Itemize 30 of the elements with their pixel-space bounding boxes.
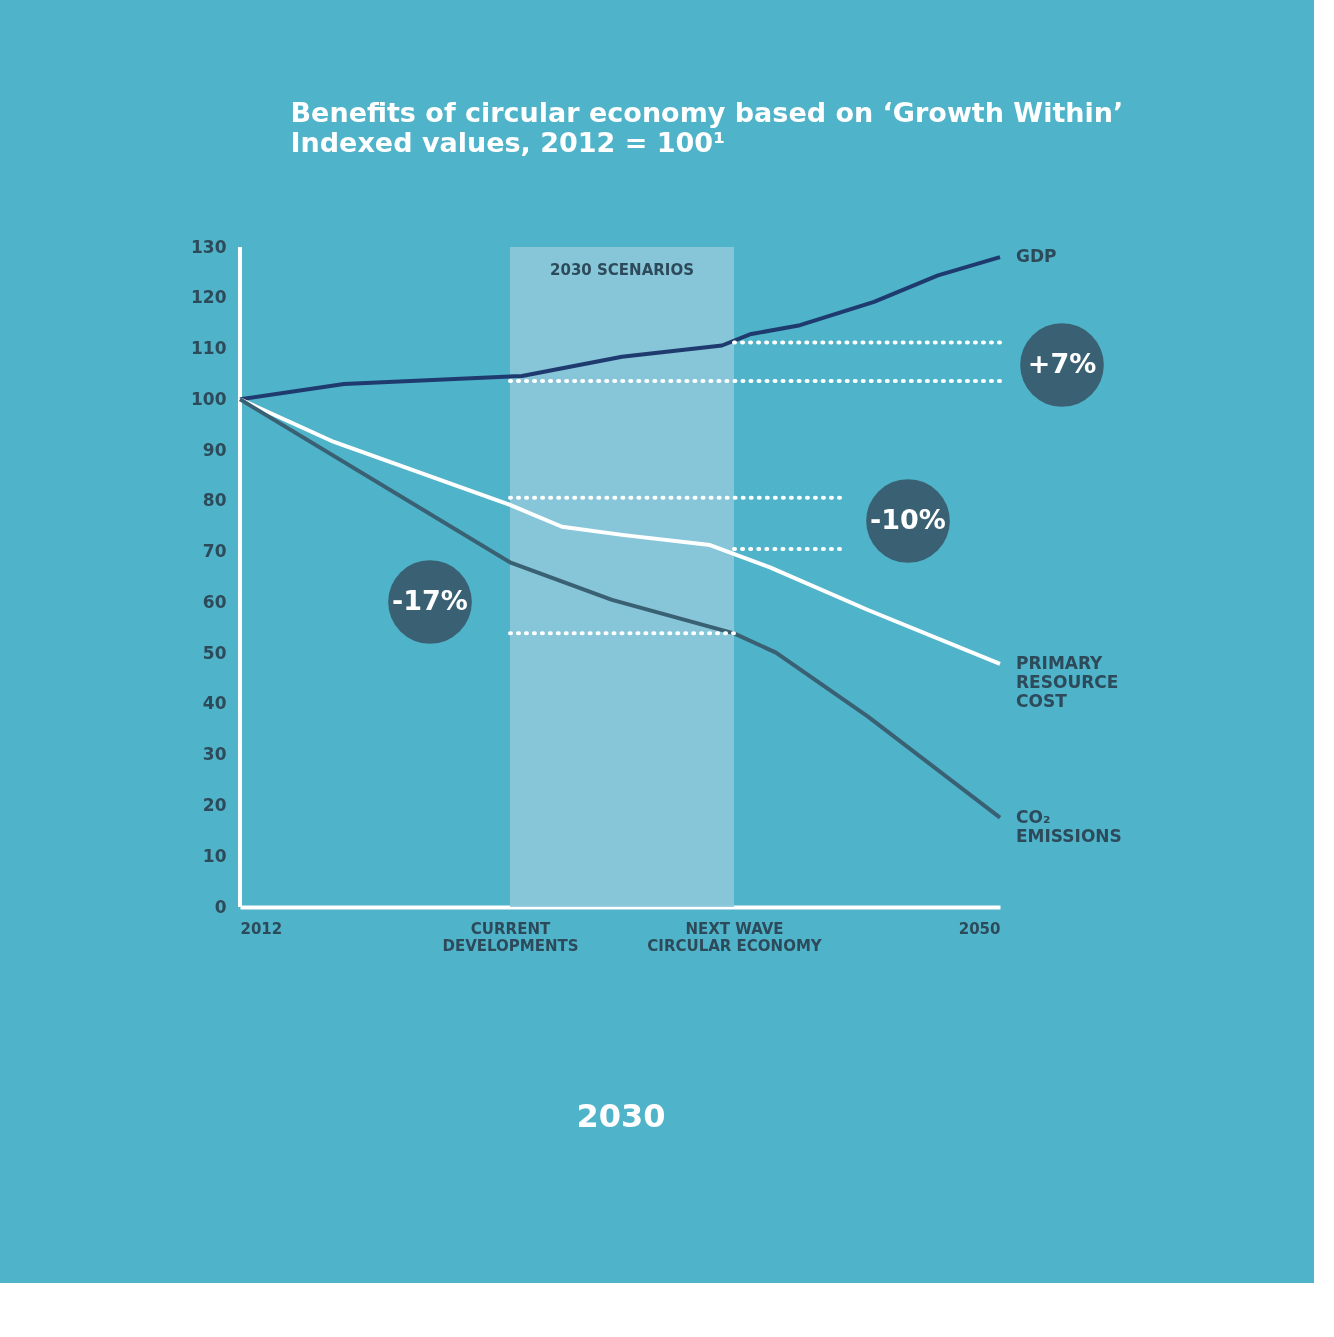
x-tick-label: CURRENT DEVELOPMENTS [442,919,579,955]
y-tick-label: 130 [191,236,227,257]
y-tick-label: 30 [202,744,227,765]
y-tick-label: 0 [214,896,227,917]
y-tick-label: 20 [202,794,227,815]
chart-title: Benefits of circular economy based on ‘Growth Within’ [290,97,1124,128]
text: 2030 [576,1097,666,1135]
chart-subtitle: Indexed values, 2012 = 100¹ [290,127,725,158]
line-series [238,397,1002,820]
y-tick-label: 80 [202,490,227,511]
y-tick-label: 10 [202,845,227,866]
y-tick-label: 100 [191,388,227,409]
y-tick-label: 120 [191,287,227,308]
y-tick-label: 70 [202,541,227,562]
y-tick-label: 50 [202,642,227,663]
series-label: GDP [1016,246,1057,267]
series-label: CO₂ EMISSIONS [1016,806,1122,846]
band-label: 2030 SCENARIOS [550,261,694,279]
annotation: -17% [392,585,468,616]
line-series [238,255,1002,402]
x-tick-label: 2050 [958,919,1001,938]
y-tick-label: 40 [202,693,227,714]
x-tick-label: 2012 [240,919,283,938]
x-tick-label: NEXT WAVE CIRCULAR ECONOMY [647,919,823,955]
y-tick-label: 90 [202,439,227,460]
text: +7% [1027,348,1097,379]
annotation: -10% [870,504,946,535]
y-tick-label: 60 [202,591,227,612]
y-tick-label: 110 [191,338,227,359]
series-label: PRIMARY RESOURCE COST [1016,652,1119,711]
